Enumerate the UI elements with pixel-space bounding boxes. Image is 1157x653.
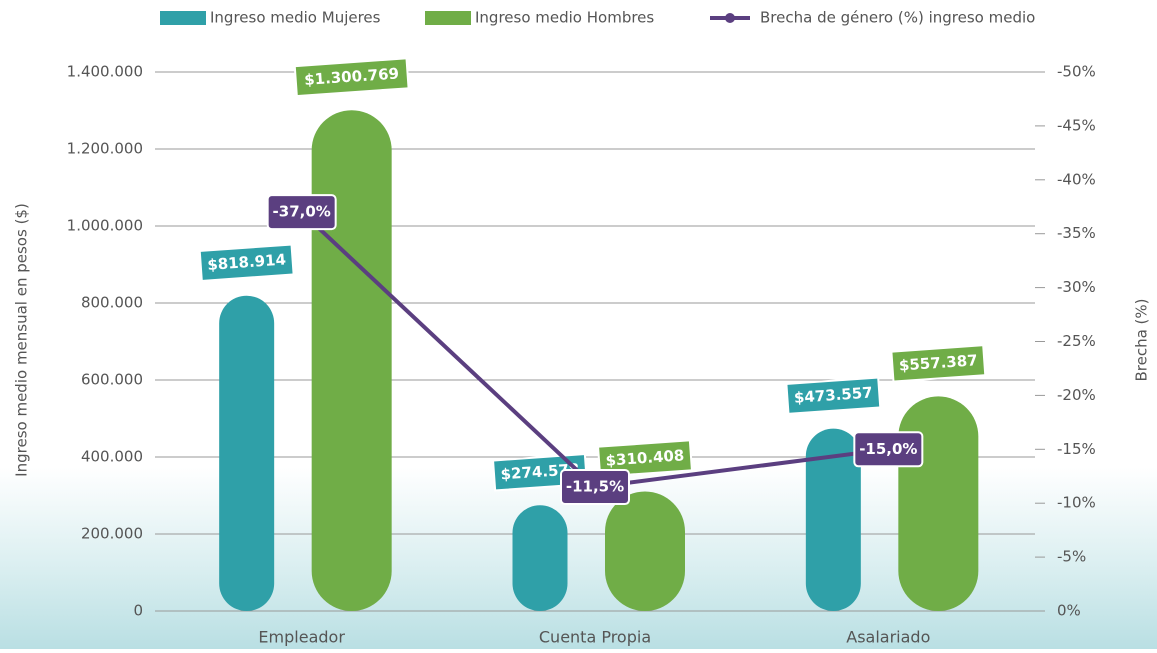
value-label: $818.914 [207,250,287,273]
gap-label-box [560,469,630,506]
legend-marker [725,13,735,23]
y-tick-label: 200.000 [81,525,143,543]
gap-label: -11,5% [566,478,624,496]
y2-tick-label: -35% [1057,224,1096,242]
legend-swatch [425,11,471,25]
bar [512,505,568,611]
value-label-box [785,376,882,415]
gap-label: -37,0% [273,203,331,221]
legend-label: Ingreso medio Hombres [475,9,654,27]
bar [219,295,275,611]
y-axis-title: Ingreso medio mensual en pesos ($) [13,203,31,477]
legend-swatch [160,11,206,25]
y2-tick-label: -40% [1057,170,1096,188]
value-label-box [293,57,410,98]
value-label: $557.387 [898,351,978,374]
y-tick-label: 1.200.000 [67,140,143,158]
y2-tick-label: -5% [1057,548,1086,566]
y-tick-label: 600.000 [81,371,143,389]
y2-axis-title: Brecha (%) [1133,298,1151,381]
bar [311,110,392,612]
y-tick-label: 800.000 [81,294,143,312]
x-tick-label: Asalariado [846,628,930,647]
legend-label: Ingreso medio Mujeres [210,9,381,27]
value-label-box [890,344,987,383]
value-label-box [596,439,694,478]
gap-label: -15,0% [859,440,917,458]
value-label: $274.578 [500,460,580,483]
y2-tick-label: -50% [1057,63,1096,81]
bar [805,428,861,611]
bar [605,491,685,611]
y-tick-label: 0 [133,602,143,620]
y2-tick-label: -10% [1057,494,1096,512]
y-tick-label: 400.000 [81,448,143,466]
y-tick-label: 1.000.000 [67,217,143,235]
value-label: $473.557 [793,383,873,406]
y-tick-label: 1.400.000 [67,63,143,81]
bar [898,396,979,611]
x-tick-label: Cuenta Propia [539,628,651,647]
legend-label: Brecha de género (%) ingreso medio [760,9,1035,27]
gap-label-box [853,431,924,468]
y2-tick-label: -45% [1057,116,1096,134]
gap-label-box [266,194,337,231]
value-label: $310.408 [605,446,685,469]
y2-tick-label: 0% [1057,602,1081,620]
x-tick-label: Empleador [258,628,345,647]
y2-tick-label: -25% [1057,332,1096,350]
y2-tick-label: -30% [1057,278,1096,296]
y2-tick-label: -15% [1057,440,1096,458]
value-label-box [198,243,295,282]
y2-tick-label: -20% [1057,386,1096,404]
